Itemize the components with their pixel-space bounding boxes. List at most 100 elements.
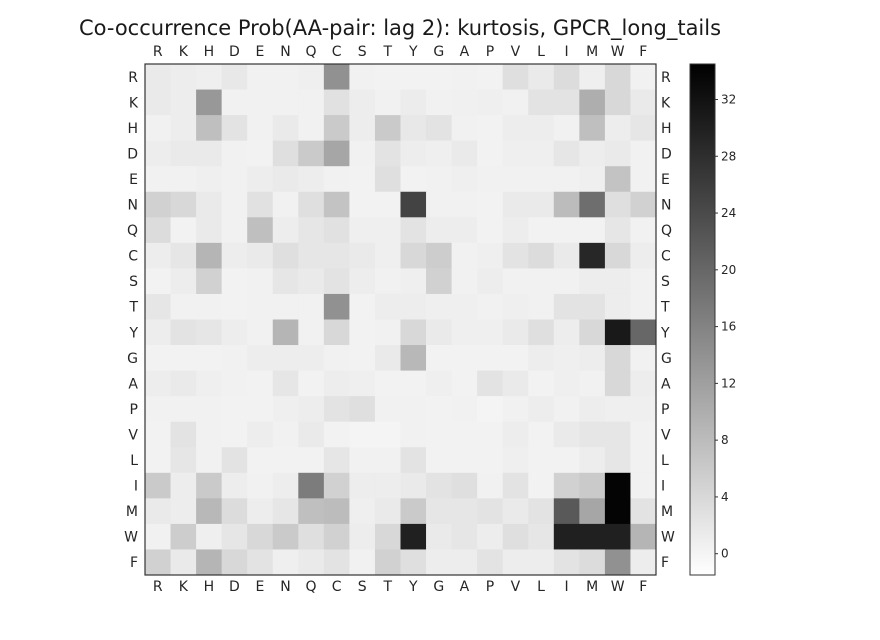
x-tick-bottom-N: N — [280, 579, 290, 595]
heatmap-cell-C-C — [323, 242, 350, 269]
heatmap-cell-N-V — [502, 191, 529, 218]
heatmap-cell-D-L — [528, 140, 555, 167]
heatmap-cell-C-N — [272, 242, 299, 269]
colorbar-tick-8: 8 — [721, 433, 729, 447]
heatmap-cell-M-Q — [298, 498, 325, 525]
heatmap-cell-A-V — [502, 370, 529, 397]
y-tick-right-M: M — [661, 504, 673, 520]
heatmap-cell-H-E — [247, 115, 274, 142]
x-tick-bottom-L: L — [537, 579, 545, 595]
heatmap-cell-V-I — [553, 421, 580, 448]
heatmap-cell-L-L — [528, 447, 555, 474]
heatmap-cell-D-R — [145, 140, 171, 167]
heatmap-cell-V-M — [579, 421, 606, 448]
heatmap-cell-H-P — [477, 115, 504, 142]
heatmap-cell-S-A — [451, 268, 478, 295]
heatmap-cell-N-W — [604, 191, 631, 218]
heatmap-cell-E-W — [604, 166, 631, 193]
heatmap-cell-V-W — [604, 421, 631, 448]
heatmap-cell-Q-G — [426, 217, 452, 244]
heatmap-cell-H-S — [349, 115, 376, 142]
heatmap-cell-H-L — [528, 115, 555, 142]
heatmap-cell-Q-R — [145, 217, 171, 244]
heatmap-cell-C-Q — [298, 242, 325, 269]
heatmap-cell-M-M — [579, 498, 606, 525]
heatmap-cell-V-T — [374, 421, 401, 448]
heatmap-cell-E-Q — [298, 166, 325, 193]
heatmap-cell-G-P — [477, 345, 504, 371]
heatmap-cell-S-R — [145, 268, 171, 295]
heatmap-cell-T-Y — [400, 293, 427, 320]
heatmap-cell-M-P — [477, 498, 504, 525]
heatmap-cell-P-H — [196, 396, 223, 423]
heatmap-cell-L-E — [247, 447, 274, 474]
heatmap-cell-S-F — [630, 268, 657, 295]
heatmap-cell-E-R — [145, 166, 171, 193]
heatmap-cell-P-T — [374, 396, 401, 423]
heatmap-cell-V-R — [145, 421, 171, 448]
heatmap-cell-P-A — [451, 396, 478, 423]
heatmap-cell-L-H — [196, 447, 223, 474]
heatmap-cell-K-G — [426, 89, 452, 116]
heatmap-cell-I-Q — [298, 472, 325, 499]
heatmap-cell-Q-C — [323, 217, 350, 244]
heatmap-cell-S-Y — [400, 268, 427, 295]
x-tick-bottom-R: R — [153, 579, 163, 595]
heatmap-cell-W-T — [374, 523, 401, 550]
heatmap-cell-L-I — [553, 447, 580, 474]
heatmap-cell-G-N — [272, 345, 299, 371]
heatmap-cell-Q-H — [196, 217, 223, 244]
heatmap-cell-N-Q — [298, 191, 325, 218]
heatmap-cell-P-F — [630, 396, 657, 423]
heatmap-cell-E-E — [247, 166, 274, 193]
heatmap-cell-C-V — [502, 242, 529, 269]
heatmap-cell-N-H — [196, 191, 223, 218]
heatmap-cell-V-K — [170, 421, 197, 448]
heatmap-cell-L-Q — [298, 447, 325, 474]
heatmap-cell-P-K — [170, 396, 197, 423]
heatmap-cell-S-V — [502, 268, 529, 295]
heatmap-cell-R-C — [323, 64, 350, 90]
colorbar-tick-16: 16 — [721, 320, 736, 334]
heatmap-cell-C-H — [196, 242, 223, 269]
heatmap-cell-F-I — [553, 549, 580, 576]
heatmap-cell-F-H — [196, 549, 223, 576]
heatmap-cell-N-P — [477, 191, 504, 218]
y-tick-right-Q: Q — [661, 223, 672, 239]
heatmap-cell-S-N — [272, 268, 299, 295]
heatmap-cell-W-D — [221, 523, 248, 550]
heatmap-cell-I-W — [604, 472, 631, 499]
x-tick-bottom-G: G — [433, 579, 444, 595]
heatmap-cell-K-S — [349, 89, 376, 116]
heatmap-cell-M-G — [426, 498, 452, 525]
heatmap-cell-A-K — [170, 370, 197, 397]
heatmap-cell-Q-N — [272, 217, 299, 244]
heatmap-cell-P-W — [604, 396, 631, 423]
heatmap-cell-K-E — [247, 89, 274, 116]
heatmap-cell-P-E — [247, 396, 274, 423]
heatmap-cell-P-Q — [298, 396, 325, 423]
y-tick-left-C: C — [128, 249, 138, 265]
heatmap-cell-K-A — [451, 89, 478, 116]
heatmap-cell-S-Q — [298, 268, 325, 295]
heatmap-cell-N-G — [426, 191, 452, 218]
heatmap-cell-A-R — [145, 370, 171, 397]
heatmap-cell-R-Q — [298, 64, 325, 90]
heatmap-cell-M-I — [553, 498, 580, 525]
x-tick-bottom-D: D — [229, 579, 240, 595]
heatmap-cell-T-H — [196, 293, 223, 320]
heatmap-cell-K-R — [145, 89, 171, 116]
heatmap-cell-I-C — [323, 472, 350, 499]
heatmap-cell-M-C — [323, 498, 350, 525]
x-tick-bottom-Q: Q — [306, 579, 317, 595]
heatmap-cell-W-H — [196, 523, 223, 550]
heatmap-cell-W-N — [272, 523, 299, 550]
heatmap-cell-G-V — [502, 345, 529, 371]
heatmap-cell-A-W — [604, 370, 631, 397]
heatmap-cell-W-A — [451, 523, 478, 550]
heatmap-cell-L-M — [579, 447, 606, 474]
x-tick-bottom-H: H — [204, 579, 215, 595]
heatmap-cell-V-N — [272, 421, 299, 448]
heatmap-cell-G-C — [323, 345, 350, 371]
y-tick-right-D: D — [661, 146, 672, 162]
